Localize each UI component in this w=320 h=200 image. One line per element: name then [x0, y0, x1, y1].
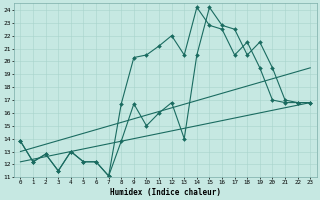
- X-axis label: Humidex (Indice chaleur): Humidex (Indice chaleur): [110, 188, 221, 197]
